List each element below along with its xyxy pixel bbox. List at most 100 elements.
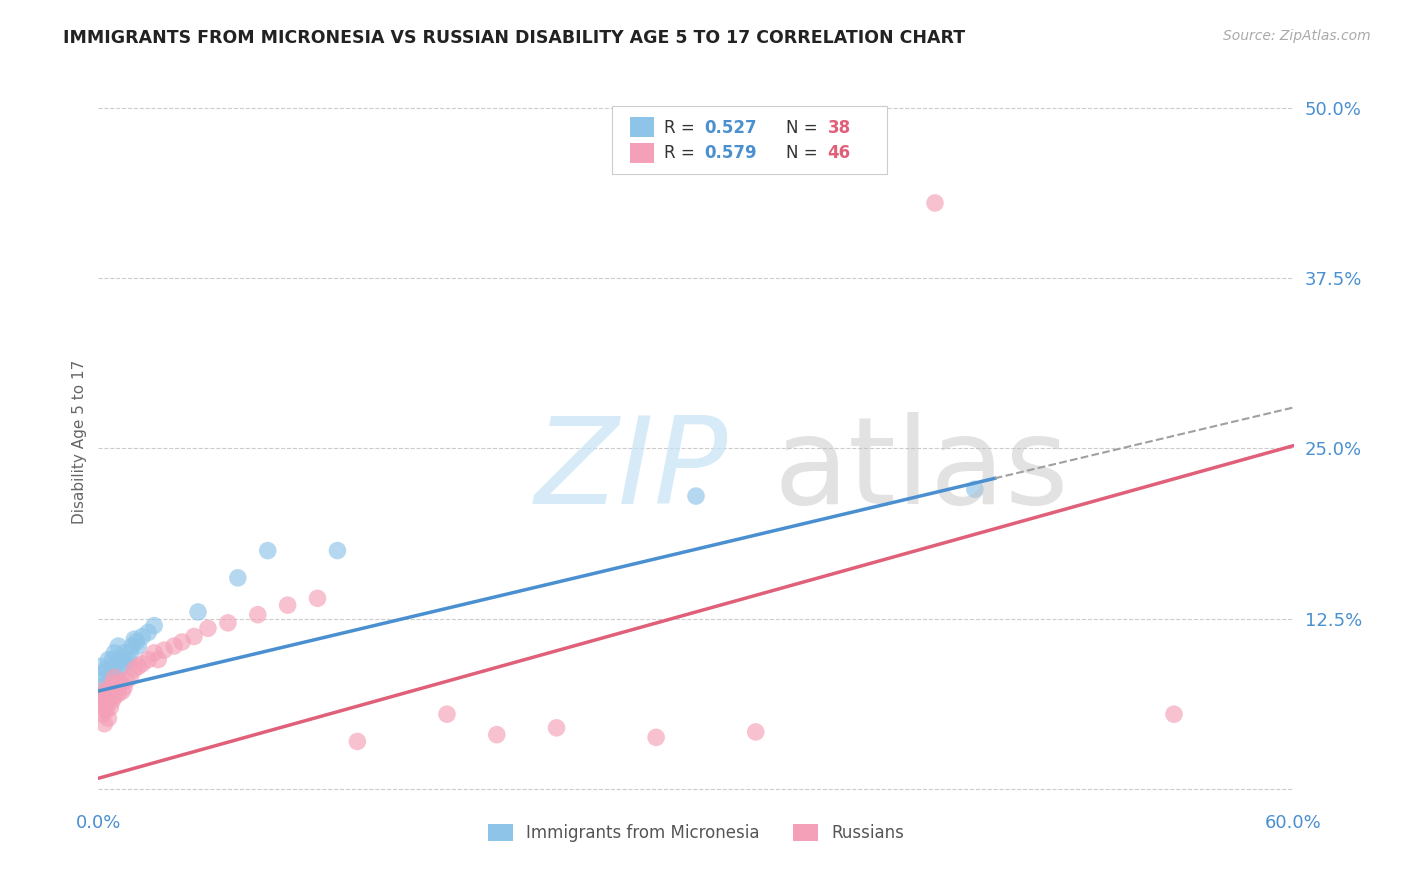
Point — [101, 653, 124, 667]
Point — [107, 673, 129, 687]
Text: R =: R = — [664, 145, 700, 162]
Point — [546, 721, 568, 735]
Point — [226, 571, 249, 585]
Point — [117, 653, 139, 667]
Point — [136, 625, 159, 640]
Point — [96, 703, 118, 717]
Point — [103, 666, 125, 681]
Point — [277, 598, 299, 612]
Point — [98, 700, 122, 714]
Point — [103, 670, 125, 684]
Point — [1163, 707, 1185, 722]
Text: ZIP: ZIP — [534, 412, 728, 529]
Point — [127, 659, 149, 673]
Point — [89, 659, 111, 673]
Point — [96, 684, 118, 698]
Point — [98, 680, 122, 694]
Point — [115, 673, 138, 687]
Point — [93, 716, 115, 731]
Point — [685, 489, 707, 503]
Point — [346, 734, 368, 748]
Text: Source: ZipAtlas.com: Source: ZipAtlas.com — [1223, 29, 1371, 43]
Point — [91, 690, 114, 704]
Point — [131, 630, 153, 644]
Point — [187, 605, 209, 619]
Point — [307, 591, 329, 606]
Point — [96, 662, 118, 676]
Point — [110, 662, 132, 676]
Point — [197, 621, 219, 635]
Point — [91, 690, 114, 704]
Text: 46: 46 — [827, 145, 851, 162]
Text: N =: N = — [786, 145, 823, 162]
Point — [143, 646, 166, 660]
Point — [963, 482, 986, 496]
Point — [148, 653, 170, 667]
Point — [125, 635, 148, 649]
Point — [183, 630, 205, 644]
Point — [436, 707, 458, 722]
Point — [103, 690, 125, 704]
Point — [163, 639, 186, 653]
Point — [97, 693, 120, 707]
Point — [101, 693, 124, 707]
Point — [120, 646, 142, 660]
Point — [105, 657, 128, 671]
Point — [326, 543, 349, 558]
Text: 0.527: 0.527 — [704, 119, 756, 136]
Point — [93, 698, 115, 712]
Point — [143, 618, 166, 632]
Point — [107, 687, 129, 701]
Text: IMMIGRANTS FROM MICRONESIA VS RUSSIAN DISABILITY AGE 5 TO 17 CORRELATION CHART: IMMIGRANTS FROM MICRONESIA VS RUSSIAN DI… — [63, 29, 966, 46]
Point — [91, 666, 114, 681]
Text: atlas: atlas — [773, 412, 1070, 529]
Point — [98, 670, 122, 684]
Point — [111, 684, 134, 698]
Point — [124, 662, 146, 676]
Point — [93, 693, 115, 707]
Point — [256, 543, 278, 558]
Text: 38: 38 — [827, 119, 851, 136]
Text: N =: N = — [786, 119, 823, 136]
Point — [96, 687, 118, 701]
Point — [131, 657, 153, 671]
Text: R =: R = — [664, 119, 700, 136]
Point — [91, 707, 114, 722]
Point — [97, 653, 120, 667]
Point — [485, 728, 508, 742]
Point — [93, 673, 115, 687]
Point — [101, 676, 124, 690]
Point — [121, 639, 143, 653]
Point — [112, 646, 135, 660]
Point — [112, 680, 135, 694]
Point — [217, 615, 239, 630]
Point — [89, 684, 111, 698]
Point — [110, 676, 132, 690]
Point — [172, 635, 194, 649]
Text: 0.579: 0.579 — [704, 145, 756, 162]
Legend: Immigrants from Micronesia, Russians: Immigrants from Micronesia, Russians — [481, 817, 911, 848]
Point — [153, 643, 176, 657]
Point — [246, 607, 269, 622]
Point — [105, 680, 128, 694]
Point — [101, 676, 124, 690]
Y-axis label: Disability Age 5 to 17: Disability Age 5 to 17 — [72, 359, 87, 524]
Point — [127, 639, 149, 653]
Point — [97, 687, 120, 701]
Point — [645, 731, 668, 745]
Point — [97, 711, 120, 725]
Point — [924, 196, 946, 211]
Point — [120, 670, 142, 684]
Point — [111, 653, 134, 667]
Bar — [630, 143, 654, 163]
Point — [745, 725, 768, 739]
Point — [103, 646, 125, 660]
Point — [89, 700, 111, 714]
Bar — [630, 117, 654, 136]
Point — [107, 639, 129, 653]
Point — [98, 680, 122, 694]
Point — [136, 653, 159, 667]
Point — [89, 680, 111, 694]
Point — [115, 657, 138, 671]
Point — [124, 632, 146, 647]
